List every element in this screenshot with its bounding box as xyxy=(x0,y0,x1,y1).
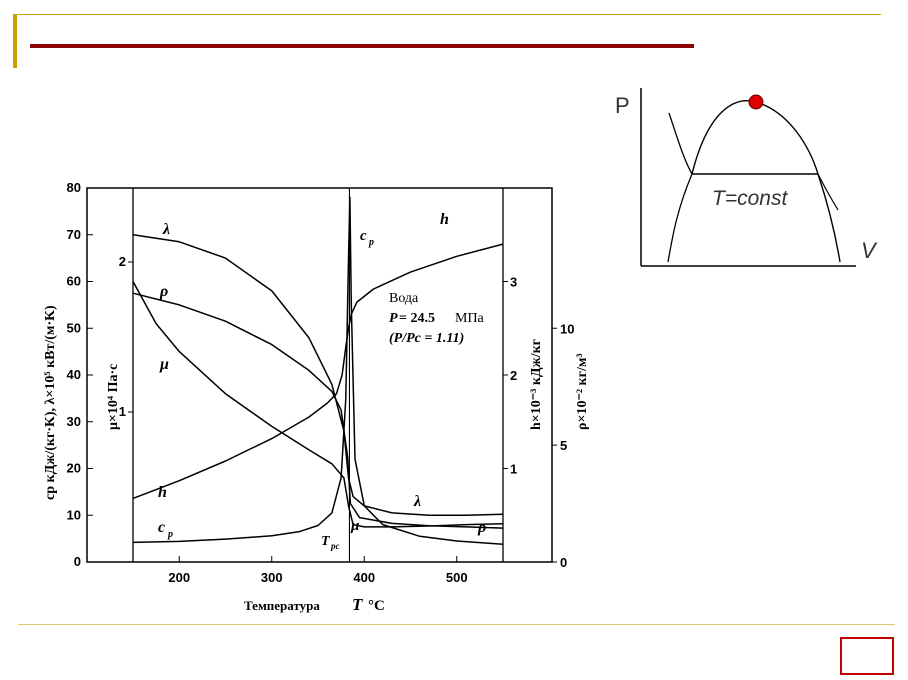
label-rho-left: ρ xyxy=(159,283,168,300)
label-cp-peak: c xyxy=(360,228,367,244)
label-tpc-sub: pc xyxy=(330,541,340,551)
series-h-line xyxy=(132,243,504,500)
label-h-left: h xyxy=(158,484,167,501)
label-lambda-right: λ xyxy=(413,493,421,510)
tick-label-left-40: 40 xyxy=(67,367,81,382)
frame-left-line xyxy=(13,14,17,68)
y-axis-label-cp-lambda: cp кДж/(кг·K), λ×10⁵ кВт/(м·K) xyxy=(43,305,58,500)
title-underline xyxy=(30,44,694,48)
x-axis-label-unit: °C xyxy=(368,598,385,614)
series-lambda-line xyxy=(132,234,504,517)
tick-label-rho-5: 5 xyxy=(560,438,567,453)
annotation-pressure-symbol: P xyxy=(389,311,398,326)
label-rho-right: ρ xyxy=(477,519,486,536)
tick-label-left-80: 80 xyxy=(67,180,81,195)
plot-frame xyxy=(86,187,553,563)
frame-top-line xyxy=(13,14,881,15)
x-axis-label-prefix: Температура xyxy=(244,598,320,613)
tick-label-left-0: 0 xyxy=(74,554,81,569)
tick-label-left-10: 10 xyxy=(67,507,81,522)
series-cp-line xyxy=(132,196,504,545)
pv-v-label: V xyxy=(861,238,878,263)
pv-isotherm-left-branch xyxy=(668,112,693,175)
tick-label-rho-0: 0 xyxy=(560,555,567,570)
y-axis-label-h: h×10⁻³ кДж/кг xyxy=(529,339,544,430)
pv-liquid-line xyxy=(667,173,693,263)
pv-saturation-dome xyxy=(691,100,819,175)
y-axis-label-rho: ρ×10⁻² кг/м³ xyxy=(575,353,590,430)
annotation-pressure-value: = 24.5 xyxy=(399,311,435,326)
label-cp-left-sub: p xyxy=(167,529,173,540)
tick-label-rho-10: 10 xyxy=(560,321,574,336)
tick-label-left-70: 70 xyxy=(67,227,81,242)
pv-isotherm-label: T=const xyxy=(712,187,788,210)
tick-label-h-3: 3 xyxy=(510,275,517,290)
label-h-right: h xyxy=(440,211,449,228)
series-mu-line xyxy=(132,281,504,528)
pv-diagram: P V T=const xyxy=(615,88,878,267)
critical-point-marker xyxy=(748,94,764,110)
label-mu-left: μ xyxy=(159,356,169,373)
tick-label-x-500: 500 xyxy=(446,570,468,585)
label-cp-left: c xyxy=(158,519,165,536)
tick-label-left-50: 50 xyxy=(67,320,81,335)
footer-line xyxy=(18,624,895,625)
page-number-box xyxy=(840,637,894,675)
tick-label-left-30: 30 xyxy=(67,414,81,429)
pv-p-label: P xyxy=(615,93,630,118)
x-axis-label-symbol: T xyxy=(352,595,363,614)
pv-dome-right-branch xyxy=(817,173,841,263)
label-lambda-left: λ xyxy=(162,221,170,238)
label-mu-right: μ xyxy=(350,518,359,534)
label-cp-peak-sub: p xyxy=(368,237,374,248)
pv-vapor-line xyxy=(817,173,839,211)
tick-label-x-200: 200 xyxy=(168,570,190,585)
tick-label-mu-1: 1 xyxy=(119,404,126,419)
tick-label-x-300: 300 xyxy=(261,570,283,585)
annotation-pressure-unit: МПа xyxy=(455,311,485,326)
tick-label-left-60: 60 xyxy=(67,274,81,289)
label-tpc: T xyxy=(321,534,331,549)
tick-label-x-400: 400 xyxy=(353,570,375,585)
annotation-pressure-ratio: (P/Pc = 1.11) xyxy=(389,331,464,346)
tick-label-mu-2: 2 xyxy=(119,254,126,269)
tick-label-h-2: 2 xyxy=(510,368,517,383)
tick-label-left-20: 20 xyxy=(67,461,81,476)
y-axis-label-mu: μ×10⁴ Па·с xyxy=(106,364,121,430)
annotation-substance: Вода xyxy=(389,291,419,306)
tick-label-h-1: 1 xyxy=(510,462,517,477)
